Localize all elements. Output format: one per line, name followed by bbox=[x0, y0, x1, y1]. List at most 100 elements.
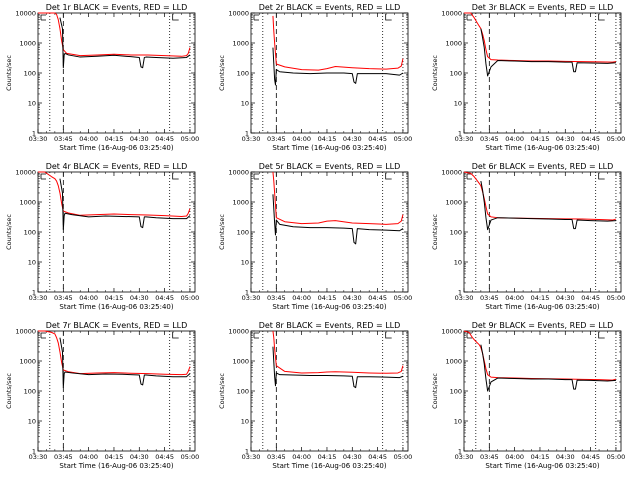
x-axis-label: Start Time (16-Aug-06 03:25:40) bbox=[59, 462, 173, 470]
x-tick-label: 05:00 bbox=[607, 294, 626, 302]
x-tick-label: 04:45 bbox=[368, 135, 387, 143]
plot-frame bbox=[463, 171, 622, 293]
y-axis-label: Counts/sec bbox=[218, 214, 226, 250]
chart-panel-4: Det 4r BLACK = Events, RED = LLD 1 10 100 10… bbox=[5, 162, 199, 311]
y-tick-label: 10000 bbox=[441, 9, 462, 17]
x-tick-label: 05:00 bbox=[607, 453, 626, 461]
x-tick-label: 03:30 bbox=[29, 453, 48, 461]
corner-bracket-right bbox=[598, 173, 605, 180]
x-tick-label: 04:15 bbox=[318, 294, 337, 302]
x-tick-label: 04:00 bbox=[292, 135, 311, 143]
chart-title: Det 9r BLACK = Events, RED = LLD bbox=[472, 321, 614, 330]
series-line-lld bbox=[38, 12, 191, 57]
x-tick-label: 03:30 bbox=[29, 135, 48, 143]
x-tick-label: 03:30 bbox=[29, 294, 48, 302]
y-tick-label: 10 bbox=[454, 417, 462, 425]
series-line-lld bbox=[272, 330, 404, 374]
x-tick-label: 04:00 bbox=[292, 294, 311, 302]
corner-bracket-left bbox=[40, 173, 46, 180]
series-line-events bbox=[272, 346, 404, 389]
x-tick-label: 04:00 bbox=[505, 294, 524, 302]
x-tick-label: 04:30 bbox=[343, 294, 362, 302]
series-line-events bbox=[272, 47, 404, 86]
y-tick-label: 10 bbox=[241, 99, 249, 107]
x-tick-label: 04:15 bbox=[531, 453, 550, 461]
corner-bracket-left bbox=[253, 173, 259, 180]
series-line-lld bbox=[38, 330, 191, 376]
series-line-events bbox=[480, 344, 616, 392]
y-tick-label: 10 bbox=[454, 258, 462, 266]
y-tick-label: 10 bbox=[28, 417, 36, 425]
y-tick-label: 1000 bbox=[232, 198, 249, 206]
corner-bracket-left bbox=[466, 14, 472, 21]
x-tick-label: 04:45 bbox=[581, 453, 600, 461]
y-tick-label: 100 bbox=[450, 228, 462, 236]
y-axis-label: Counts/sec bbox=[5, 214, 13, 250]
y-axis-label: Counts/sec bbox=[431, 373, 439, 409]
corner-bracket-left bbox=[466, 173, 472, 180]
x-axis-label: Start Time (16-Aug-06 03:25:40) bbox=[272, 462, 386, 470]
series-line-events bbox=[480, 28, 616, 77]
x-tick-label: 03:30 bbox=[455, 294, 474, 302]
y-tick-label: 100 bbox=[24, 69, 36, 77]
x-tick-label: 04:15 bbox=[105, 453, 124, 461]
x-tick-label: 04:00 bbox=[79, 294, 98, 302]
x-tick-label: 03:45 bbox=[480, 294, 499, 302]
y-axis-label: Counts/sec bbox=[431, 55, 439, 91]
y-tick-label: 1000 bbox=[445, 357, 462, 365]
x-tick-label: 04:15 bbox=[531, 135, 550, 143]
y-tick-label: 100 bbox=[450, 69, 462, 77]
corner-bracket-left bbox=[253, 332, 259, 339]
x-tick-label: 04:45 bbox=[581, 294, 600, 302]
y-axis-label: Counts/sec bbox=[218, 55, 226, 91]
x-tick-label: 04:15 bbox=[531, 294, 550, 302]
x-tick-label: 04:45 bbox=[155, 135, 174, 143]
chart-panel-2: Det 2r BLACK = Events, RED = LLD 1 10 100 10… bbox=[218, 3, 412, 152]
y-tick-label: 1000 bbox=[19, 39, 36, 47]
y-tick-label: 10000 bbox=[15, 168, 36, 176]
chart-title: Det 1r BLACK = Events, RED = LLD bbox=[46, 3, 188, 12]
corner-bracket-left bbox=[466, 332, 472, 339]
x-tick-label: 04:00 bbox=[79, 453, 98, 461]
corner-bracket-left bbox=[40, 332, 46, 339]
chart-panel-1: Det 1r BLACK = Events, RED = LLD 1 10 100 10… bbox=[5, 3, 199, 152]
y-tick-label: 10000 bbox=[15, 9, 36, 17]
y-tick-label: 1 bbox=[458, 447, 462, 455]
corner-bracket-right bbox=[598, 332, 605, 339]
y-tick-label: 1 bbox=[32, 288, 36, 296]
x-tick-label: 04:30 bbox=[343, 453, 362, 461]
y-tick-label: 1000 bbox=[19, 357, 36, 365]
x-tick-label: 05:00 bbox=[181, 135, 200, 143]
x-axis-label: Start Time (16-Aug-06 03:25:40) bbox=[272, 144, 386, 152]
y-axis-label: Counts/sec bbox=[218, 373, 226, 409]
x-tick-label: 05:00 bbox=[394, 294, 413, 302]
x-tick-label: 03:30 bbox=[455, 135, 474, 143]
x-tick-label: 04:15 bbox=[318, 135, 337, 143]
x-tick-label: 03:45 bbox=[480, 453, 499, 461]
chart-title: Det 6r BLACK = Events, RED = LLD bbox=[472, 162, 614, 171]
x-tick-label: 03:45 bbox=[54, 453, 73, 461]
x-tick-label: 05:00 bbox=[181, 453, 200, 461]
x-tick-label: 04:45 bbox=[368, 294, 387, 302]
x-tick-label: 04:30 bbox=[556, 294, 575, 302]
y-tick-label: 1 bbox=[32, 447, 36, 455]
chart-panel-6: Det 6r BLACK = Events, RED = LLD 1 10 100 10… bbox=[431, 162, 625, 311]
y-tick-label: 1 bbox=[458, 288, 462, 296]
x-tick-label: 05:00 bbox=[394, 453, 413, 461]
y-tick-label: 1 bbox=[245, 129, 249, 137]
y-axis-label: Counts/sec bbox=[431, 214, 439, 250]
x-tick-label: 04:30 bbox=[130, 453, 149, 461]
chart-panel-8: Det 8r BLACK = Events, RED = LLD 1 10 100 10… bbox=[218, 321, 412, 470]
y-tick-label: 100 bbox=[237, 228, 249, 236]
x-tick-label: 04:30 bbox=[130, 294, 149, 302]
y-tick-label: 10000 bbox=[441, 168, 462, 176]
x-tick-label: 04:00 bbox=[79, 135, 98, 143]
y-tick-label: 10 bbox=[241, 258, 249, 266]
y-tick-label: 10000 bbox=[15, 327, 36, 335]
y-tick-label: 1000 bbox=[232, 357, 249, 365]
y-tick-label: 100 bbox=[24, 387, 36, 395]
corner-bracket-left bbox=[40, 14, 46, 21]
x-tick-label: 03:30 bbox=[242, 453, 261, 461]
